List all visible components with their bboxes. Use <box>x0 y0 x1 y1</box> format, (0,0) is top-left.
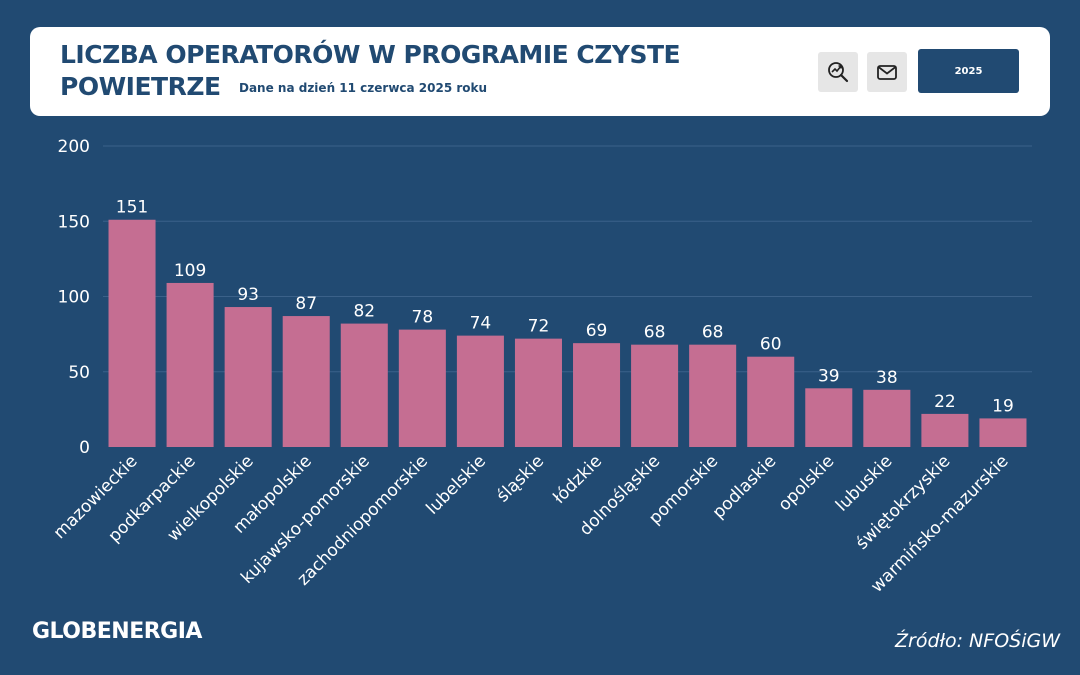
data-label: 60 <box>760 335 782 355</box>
y-tick-label: 150 <box>58 212 90 232</box>
data-label: 74 <box>470 314 492 334</box>
bar <box>282 316 330 447</box>
bar <box>747 356 795 447</box>
data-label: 39 <box>818 366 840 386</box>
mail-icon <box>877 65 897 80</box>
bar <box>979 418 1027 447</box>
bar <box>398 329 446 447</box>
header-card: LICZBA OPERATORÓW W PROGRAMIE CZYSTE POW… <box>30 27 1050 116</box>
globenergia-logo: GLOBENERGIA <box>32 619 202 644</box>
bar <box>166 282 214 447</box>
mail-button[interactable] <box>867 52 907 92</box>
data-label: 87 <box>295 294 317 314</box>
y-tick-label: 50 <box>68 363 90 383</box>
data-label: 93 <box>237 285 259 305</box>
y-tick-label: 100 <box>58 288 90 308</box>
data-label: 82 <box>353 302 375 322</box>
data-label: 72 <box>528 317 550 337</box>
bar <box>921 413 969 447</box>
x-tick-label: podlaskie <box>709 451 780 522</box>
bar <box>573 343 621 447</box>
data-label: 78 <box>412 308 434 328</box>
source-note: Źródło: NFOŚiGW <box>895 630 1060 652</box>
x-tick-label: lubelskie <box>423 451 490 518</box>
data-label: 22 <box>934 392 956 412</box>
search-analytics-button[interactable] <box>818 52 858 92</box>
year-button[interactable]: 2025 <box>918 49 1019 93</box>
bar <box>514 338 562 447</box>
bar <box>631 344 679 447</box>
data-label: 69 <box>586 321 608 341</box>
bar <box>108 219 156 447</box>
data-label: 38 <box>876 368 898 388</box>
bar <box>340 323 388 447</box>
y-tick-label: 0 <box>79 438 90 458</box>
x-tick-label: łódzkie <box>550 451 607 508</box>
data-label: 109 <box>174 261 206 281</box>
search-analytics-icon <box>828 62 849 83</box>
data-label: 68 <box>644 323 666 343</box>
bar <box>689 344 737 447</box>
bar <box>805 388 853 447</box>
bar <box>456 335 504 447</box>
data-label: 151 <box>116 198 148 218</box>
data-label: 19 <box>992 396 1014 416</box>
x-tick-label: opolskie <box>775 451 839 515</box>
page-subtitle: Dane na dzień 11 czerwca 2025 roku <box>239 81 488 95</box>
data-label: 68 <box>702 323 724 343</box>
y-tick-label: 200 <box>58 137 90 157</box>
x-tick-label: śląskie <box>493 451 548 506</box>
page-title: LICZBA OPERATORÓW W PROGRAMIE CZYSTE POW… <box>60 40 681 101</box>
bar <box>863 389 911 447</box>
bar <box>224 307 272 447</box>
